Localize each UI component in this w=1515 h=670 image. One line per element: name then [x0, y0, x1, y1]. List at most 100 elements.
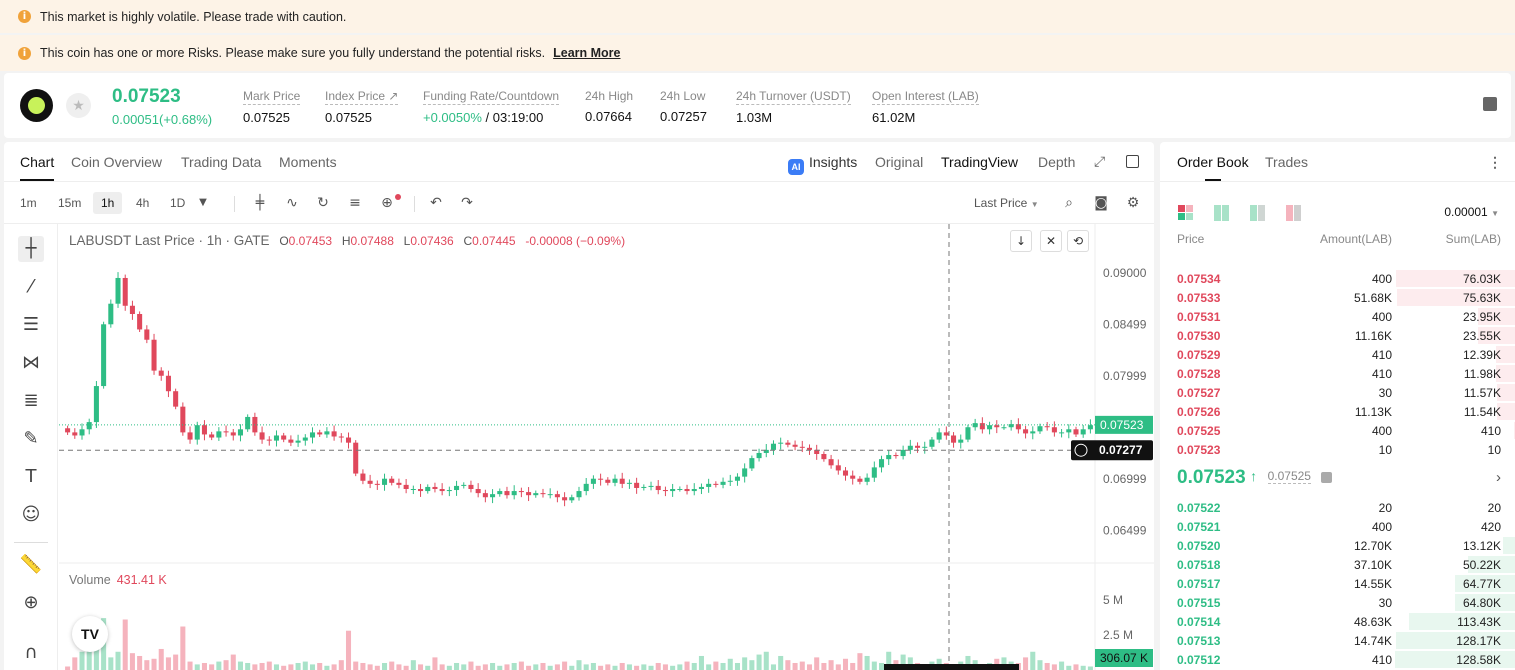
countdown-value: / 03:19:00	[481, 110, 544, 125]
tab-trading-data[interactable]: Trading Data	[181, 154, 262, 170]
price-chart[interactable]: 0.09000 0.08499 0.07999 0.06999 0.06499 5 M 2.…	[59, 224, 1154, 670]
volume-bar	[533, 664, 539, 670]
ask-row[interactable]: 0.07528 410 11.98K	[1160, 364, 1515, 383]
collapse-icon[interactable]: ✕	[1040, 230, 1062, 252]
stat-funding-rate[interactable]: Funding Rate/Countdown +0.0050% / 03:19:…	[423, 89, 560, 125]
favorite-star-icon[interactable]: ★	[66, 93, 91, 118]
guide-book-icon[interactable]	[1483, 97, 1497, 111]
more-options-icon[interactable]: ⋮	[1488, 154, 1502, 170]
candle-body	[1044, 426, 1050, 428]
ask-row[interactable]: 0.07525 400 410	[1160, 421, 1515, 440]
reset-view-icon[interactable]: ⟲	[1067, 230, 1089, 252]
volume-bar	[360, 662, 366, 670]
tab-moments[interactable]: Moments	[279, 154, 337, 170]
candle-body	[1080, 429, 1086, 435]
candle-body	[821, 454, 827, 460]
mid-price-row[interactable]: 0.07523 ↑ 0.07525 ›	[1177, 467, 1501, 491]
volume-bar	[698, 655, 704, 670]
magnet-tool-icon[interactable]: ∩	[24, 642, 38, 663]
bid-row[interactable]: 0.07515 30 64.80K	[1160, 593, 1515, 612]
search-icon[interactable]: ⌕	[1065, 195, 1073, 211]
scroll-down-icon[interactable]: ↓	[1010, 230, 1032, 252]
ask-row[interactable]: 0.07523 10 10	[1160, 440, 1515, 459]
timeframe-15m[interactable]: 15m	[58, 196, 82, 210]
candle-body	[720, 481, 726, 485]
settings-gear-icon[interactable]: ⚙	[1126, 195, 1140, 211]
volume-bar	[770, 664, 776, 670]
bid-row[interactable]: 0.07521 400 420	[1160, 517, 1515, 536]
timeframe-1m[interactable]: 1m	[20, 196, 37, 210]
stat-value: 0.07664	[585, 109, 632, 124]
timeframe-1d[interactable]: 1D	[170, 196, 186, 210]
trend-line-tool-icon[interactable]: ⁄	[29, 276, 33, 297]
price-source-select[interactable]: Last Price ▼	[974, 196, 1039, 210]
bid-row[interactable]: 0.07520 12.70K 13.12K	[1160, 536, 1515, 555]
zoom-in-tool-icon[interactable]: ⊕	[23, 592, 39, 613]
mode-asks-icon[interactable]	[1286, 205, 1302, 221]
fib-tool-icon[interactable]: ≣	[23, 390, 39, 411]
indicators-icon[interactable]: ∿	[286, 195, 298, 211]
stat-24h-turnover[interactable]: 24h Turnover (USDT) 1.03M	[736, 89, 851, 125]
expand-icon[interactable]: ⤢	[1094, 154, 1106, 170]
bid-row[interactable]: 0.07522 20 20	[1160, 498, 1515, 517]
volume-bar	[554, 664, 560, 670]
volume-bar	[158, 648, 164, 670]
bid-row[interactable]: 0.07513 14.74K 128.17K	[1160, 631, 1515, 650]
stat-open-interest[interactable]: Open Interest (LAB) 61.02M	[872, 89, 979, 125]
chevron-down-icon[interactable]: ▼	[199, 197, 207, 208]
templates-icon[interactable]: ≡	[349, 195, 361, 211]
bid-row[interactable]: 0.07514 48.63K 113.43K	[1160, 612, 1515, 631]
mode-both-icon[interactable]	[1178, 205, 1194, 221]
view-tradingview[interactable]: TradingView	[941, 154, 1019, 170]
timeframe-4h[interactable]: 4h	[136, 196, 150, 210]
ask-row[interactable]: 0.07534 400 76.03K	[1160, 269, 1515, 288]
mode-bids-icon[interactable]	[1214, 205, 1230, 221]
tab-order-book[interactable]: Order Book	[1177, 154, 1249, 181]
tab-chart[interactable]: Chart	[12, 154, 62, 181]
tab-coin-overview[interactable]: Coin Overview	[71, 154, 163, 170]
timeframe-1h[interactable]: 1h	[93, 192, 123, 214]
mode-split-icon[interactable]	[1250, 205, 1266, 221]
ask-row[interactable]: 0.07529 410 12.39K	[1160, 345, 1515, 364]
bid-row[interactable]: 0.07517 14.55K 64.77K	[1160, 574, 1515, 593]
learn-more-link[interactable]: Learn More	[553, 46, 621, 60]
tab-trades[interactable]: Trades	[1265, 154, 1309, 170]
mid-mark-price: 0.07525	[1267, 469, 1311, 484]
fullscreen-icon[interactable]	[1126, 155, 1139, 168]
precision-select[interactable]: 0.00001 ▼	[1444, 205, 1499, 219]
candle-body	[158, 370, 164, 376]
bid-depth-bar	[1395, 651, 1515, 668]
stat-index-price[interactable]: Index Price ↗ 0.07525	[325, 89, 399, 125]
horizontal-lines-tool-icon[interactable]: ☰	[22, 314, 40, 335]
ruler-tool-icon[interactable]: 📏	[19, 554, 43, 575]
stat-mark-price[interactable]: Mark Price 0.07525	[243, 89, 301, 125]
compare-icon[interactable]: ↻	[317, 195, 329, 211]
undo-icon[interactable]: ↶	[430, 195, 442, 211]
ask-row[interactable]: 0.07530 11.16K 23.55K	[1160, 326, 1515, 345]
ask-row[interactable]: 0.07533 51.68K 75.63K	[1160, 288, 1515, 307]
ask-amount: 11.13K	[1354, 405, 1392, 419]
pattern-tool-icon[interactable]: ⋈	[22, 352, 40, 373]
ask-row[interactable]: 0.07526 11.13K 11.54K	[1160, 402, 1515, 421]
bid-row[interactable]: 0.07518 37.10K 50.22K	[1160, 555, 1515, 574]
ask-price: 0.07523	[1177, 443, 1221, 457]
candle-type-icon[interactable]: ╪	[255, 195, 265, 211]
camera-icon[interactable]: ◙	[1094, 195, 1108, 211]
redo-icon[interactable]: ↷	[461, 195, 473, 211]
view-depth[interactable]: Depth	[1038, 154, 1076, 170]
stat-label: Mark Price	[243, 89, 301, 105]
candle-body	[446, 490, 452, 492]
text-tool-icon[interactable]: T	[25, 466, 37, 487]
ask-row[interactable]: 0.07527 30 11.57K	[1160, 383, 1515, 402]
candle-body	[922, 446, 928, 448]
crosshair-tool-icon[interactable]: ┼	[18, 236, 44, 262]
ask-row[interactable]: 0.07531 400 23.95K	[1160, 307, 1515, 326]
add-indicator-icon[interactable]: ⊕	[381, 195, 393, 211]
chevron-right-icon[interactable]: ›	[1496, 469, 1501, 486]
view-original[interactable]: Original	[875, 154, 924, 170]
brush-tool-icon[interactable]: ✎	[23, 428, 39, 449]
candle-body	[259, 432, 265, 440]
emoji-tool-icon[interactable]: ☺	[21, 504, 41, 525]
view-insights[interactable]: AI Insights	[788, 154, 857, 175]
bid-row[interactable]: 0.07512 410 128.58K	[1160, 650, 1515, 669]
